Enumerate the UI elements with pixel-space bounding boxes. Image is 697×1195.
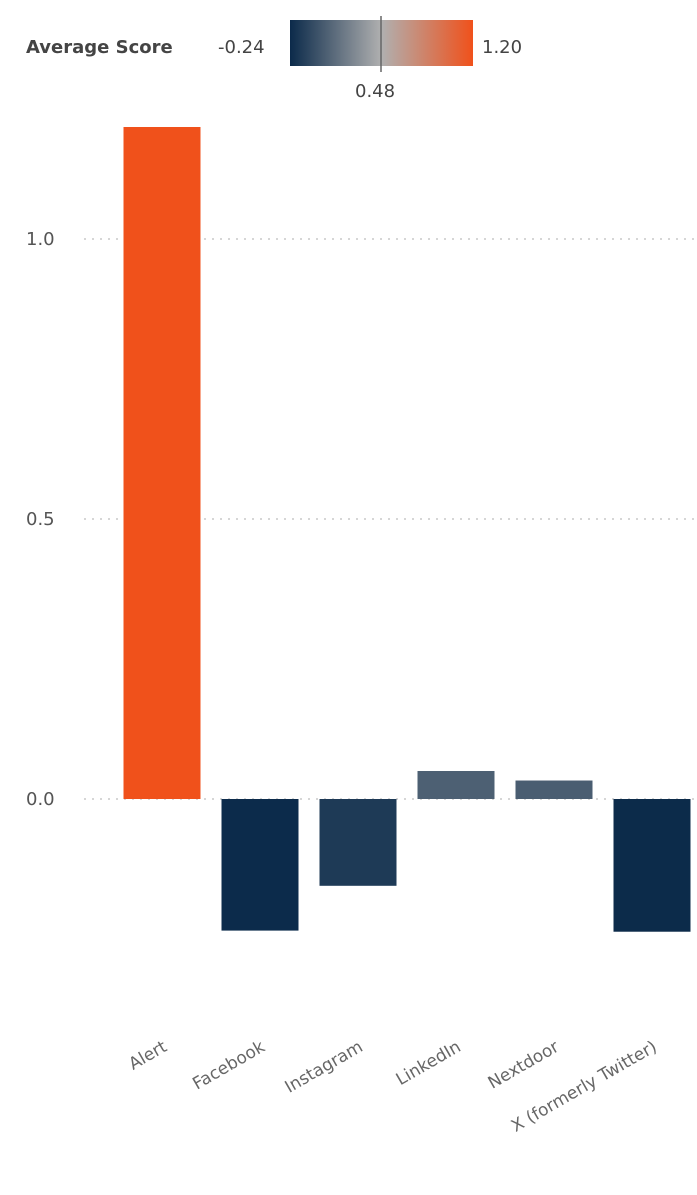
y-tick-label: 0.0 xyxy=(26,789,55,810)
bar-instagram xyxy=(319,799,397,886)
x-tick-label: LinkedIn xyxy=(393,1037,465,1090)
legend-mid-label: 0.48 xyxy=(355,81,395,102)
bars xyxy=(123,127,691,932)
y-tick-label: 1.0 xyxy=(26,229,55,250)
bar-nextdoor xyxy=(515,780,593,799)
color-legend: Average Score -0.24 1.20 0.48 xyxy=(26,16,522,102)
bar-x-formerly-twitter xyxy=(613,799,691,932)
x-tick-label: Alert xyxy=(125,1037,170,1075)
bar-alert xyxy=(123,127,201,799)
x-axis-labels: Alert Facebook Instagram LinkedIn NextdoorX … xyxy=(125,1037,660,1137)
legend-title: Average Score xyxy=(26,37,173,58)
legend-max-label: 1.20 xyxy=(482,37,522,58)
bar-linkedin xyxy=(417,771,495,799)
bar-facebook xyxy=(221,799,299,931)
x-tick-label: Instagram xyxy=(282,1037,367,1098)
y-axis-ticks: 0.0 0.5 1.0 xyxy=(26,229,55,810)
y-tick-label: 0.5 xyxy=(26,509,55,530)
x-tick-label: Nextdoor xyxy=(485,1037,563,1093)
x-tick-label: Facebook xyxy=(189,1037,268,1094)
legend-min-label: -0.24 xyxy=(218,37,265,58)
